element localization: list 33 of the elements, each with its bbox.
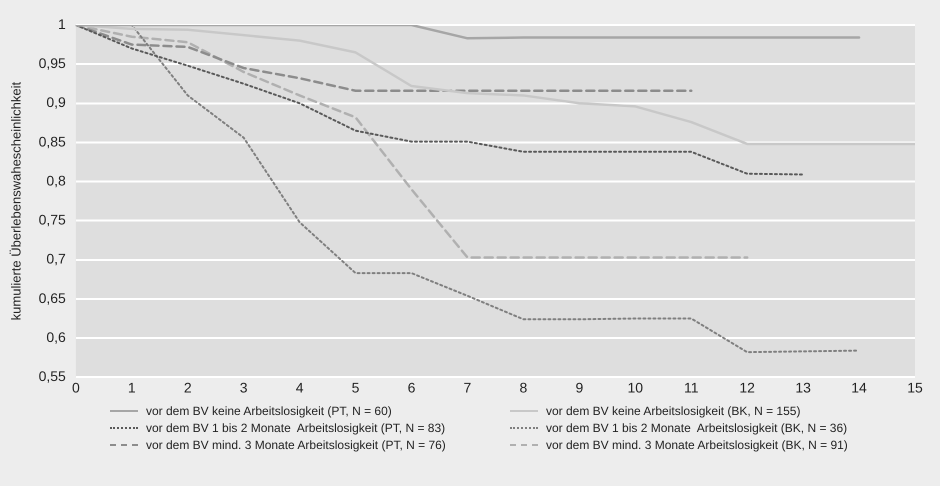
legend-label: vor dem BV 1 bis 2 Monate Arbeitslosigkeit (PT, N = 83): [146, 421, 446, 435]
x-tick-label: 2: [184, 379, 192, 396]
x-tick-label: 8: [519, 379, 528, 396]
y-axis-title: kumulierte Überlebenswahescheinlichkeit: [8, 81, 24, 320]
legend-label: vor dem BV 1 bis 2 Monate Arbeitslosigkeit (BK, N = 36): [546, 421, 848, 435]
y-tick-label: 0,8: [46, 172, 66, 188]
y-tick-label: 0,85: [38, 133, 66, 150]
y-tick-label: 1: [58, 16, 66, 32]
x-tick-label: 7: [464, 379, 472, 396]
y-tick-label: 0,7: [46, 250, 66, 267]
y-tick-label: 0,9: [46, 94, 66, 110]
y-tick-label: 0,6: [46, 328, 66, 345]
y-tick-label: 0,55: [38, 368, 66, 384]
legend-label: vor dem BV keine Arbeitslosigkeit (PT, N = 60): [146, 404, 392, 418]
x-tick-label: 3: [240, 379, 248, 396]
x-tick-label: 13: [795, 379, 812, 396]
x-tick-label: 11: [684, 379, 699, 396]
legend-label: vor dem BV mind. 3 Monate Arbeitslosigkeit (BK, N = 91): [546, 438, 848, 452]
x-tick-label: 6: [408, 379, 416, 396]
x-tick-label: 0: [72, 379, 80, 396]
x-tick-label: 12: [739, 379, 756, 396]
y-tick-label: 0,95: [38, 54, 66, 71]
y-tick-label: 0,75: [38, 212, 66, 228]
x-tick-label: 14: [851, 379, 868, 396]
x-tick-label: 9: [575, 379, 584, 396]
x-tick-label: 10: [627, 379, 644, 396]
x-tick-label: 5: [352, 379, 360, 396]
y-tick-label: 0,65: [38, 290, 66, 306]
x-tick-label: 15: [907, 379, 923, 396]
x-tick-label: 1: [128, 379, 136, 396]
x-tick-label: 4: [296, 379, 304, 396]
legend-label: vor dem BV mind. 3 Monate Arbeitslosigkeit (PT, N = 76): [146, 438, 446, 452]
legend-label: vor dem BV keine Arbeitslosigkeit (BK, N = 155): [546, 404, 800, 418]
